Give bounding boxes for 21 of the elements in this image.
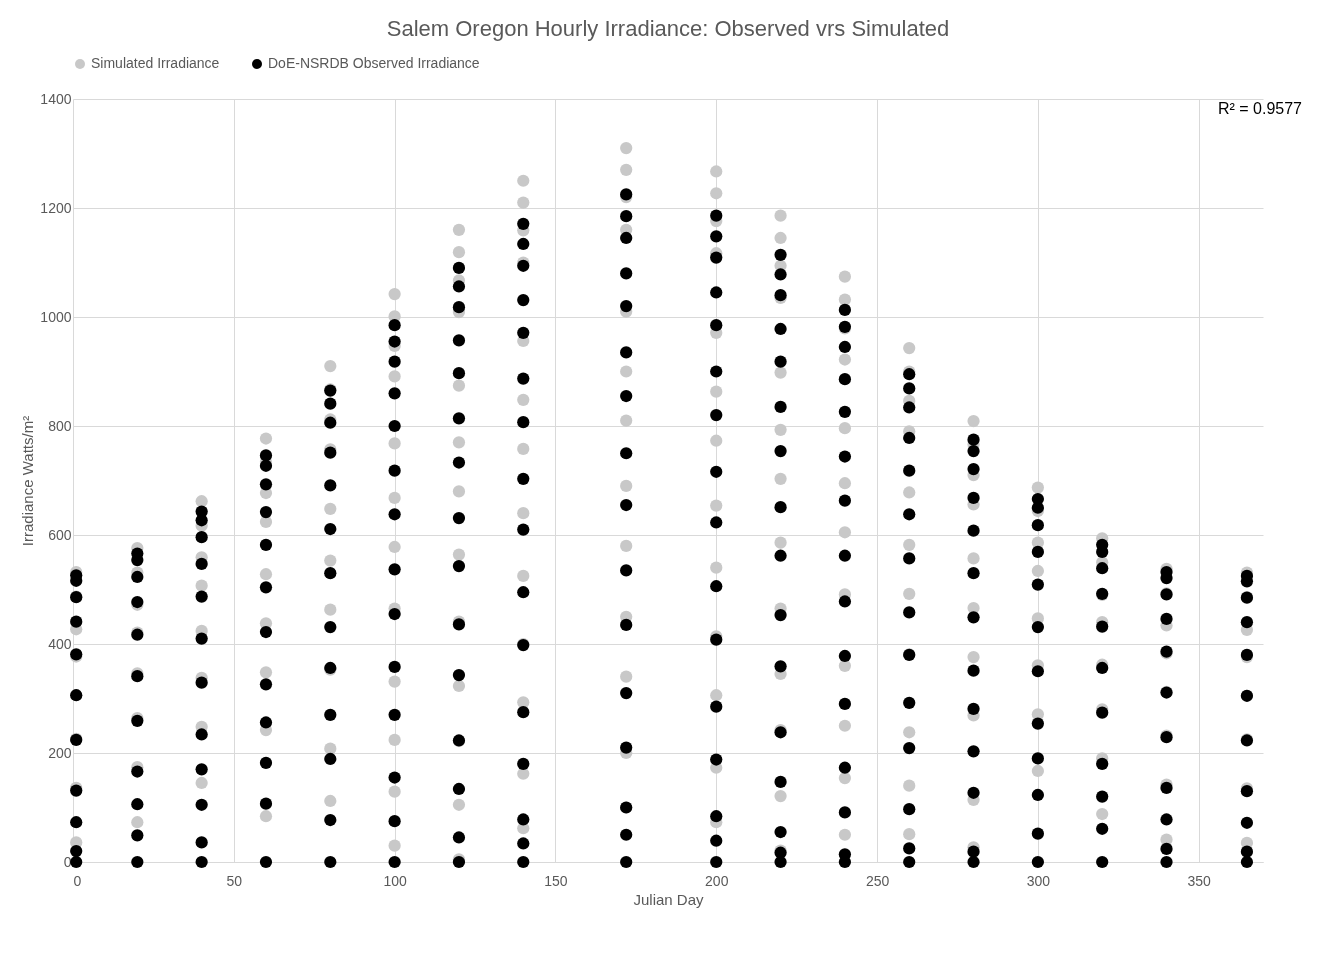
y-tick-label: 1000 bbox=[40, 308, 72, 325]
annotation: R² = 0.9577 bbox=[1217, 100, 1302, 118]
x-tick-label: 100 bbox=[383, 872, 408, 889]
y-tick-label: 0 bbox=[63, 853, 72, 870]
x-tick-label: 250 bbox=[865, 872, 890, 889]
y-tick-label: 400 bbox=[48, 635, 72, 652]
chart-title: Salem Oregon Hourly Irradiance: Observed vrs Simulated bbox=[386, 16, 950, 41]
y-tick-label: 1200 bbox=[40, 199, 72, 216]
x-axis-title: Julian Day bbox=[633, 890, 705, 908]
y-tick-label: 600 bbox=[48, 526, 72, 543]
x-tick-label: 350 bbox=[1187, 872, 1212, 889]
x-tick-label: 200 bbox=[705, 872, 729, 889]
y-tick-label: 200 bbox=[48, 744, 72, 761]
x-tick-label: 150 bbox=[544, 872, 568, 889]
y-axis-title: Irradiance Watts/m² bbox=[19, 415, 37, 547]
x-tick-label: 300 bbox=[1026, 872, 1051, 889]
legend-label: DoE-NSRDB Observed Irradiance bbox=[268, 55, 480, 71]
x-tick-label: 50 bbox=[226, 872, 243, 889]
y-tick-label: 800 bbox=[48, 417, 72, 434]
y-tick-label: 1400 bbox=[40, 90, 72, 107]
legend-label: Simulated Irradiance bbox=[91, 55, 220, 71]
